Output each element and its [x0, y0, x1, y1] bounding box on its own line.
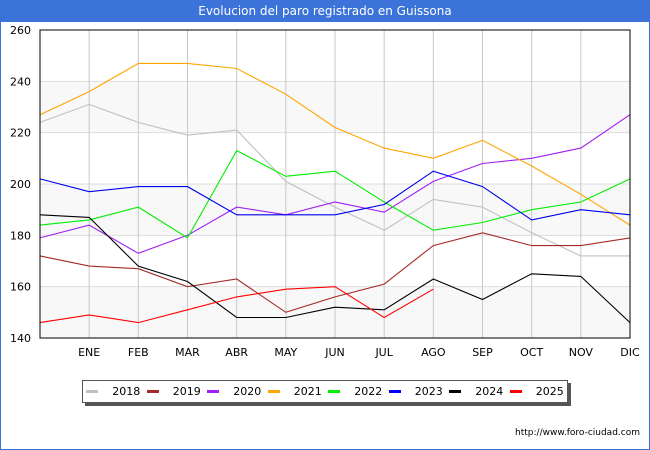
legend-item-2021: 2021	[267, 385, 322, 398]
y-tick-label: 200	[10, 178, 31, 191]
x-tick-label: JUL	[374, 346, 393, 359]
x-tick-label: ENE	[78, 346, 100, 359]
x-tick-label: FEB	[128, 346, 149, 359]
series-line-2025	[39, 286, 434, 324]
x-tick-label: MAR	[175, 346, 200, 359]
y-tick-label: 180	[10, 229, 31, 242]
legend-swatch	[146, 390, 159, 393]
y-axis-ticks: 140 160 180 200 220 240 260	[10, 24, 31, 345]
series-line-2018	[39, 103, 630, 257]
legend-swatch	[449, 390, 462, 393]
legend-swatch	[207, 390, 220, 393]
legend-item-2018: 2018	[86, 385, 140, 398]
legend-item-2024: 2024	[449, 385, 503, 398]
legend-label: 2021	[293, 385, 322, 398]
plot-area-border	[39, 29, 631, 339]
chart-title: Evolucion del paro registrado en Guisson…	[0, 0, 650, 22]
x-tick-label: ABR	[225, 346, 248, 359]
x-tick-label: DIC	[620, 346, 640, 359]
series-lines	[39, 62, 631, 324]
legend-swatch	[388, 390, 401, 393]
chart-legend: 2018 2019 2020 2021 2022 2023 2024 2025	[82, 380, 568, 403]
legend-item-2022: 2022	[328, 385, 382, 398]
legend-label: 2024	[475, 385, 504, 398]
legend-swatch	[267, 390, 280, 393]
x-axis-ticks: ENE FEB MAR ABR MAY JUN JUL AGO SEP OCT NOV DIC	[78, 346, 640, 359]
legend-label: 2022	[354, 385, 383, 398]
series-line-2022	[39, 149, 631, 239]
legend-item-2023: 2023	[388, 385, 443, 398]
legend-item-2019: 2019	[146, 385, 201, 398]
source-url: http://www.foro-ciudad.com	[515, 428, 640, 438]
legend-label: 2018	[112, 385, 141, 398]
x-tick-label: OCT	[520, 346, 543, 359]
series-line-2020	[39, 114, 631, 254]
legend-item-2025: 2025	[509, 385, 564, 398]
y-tick-label: 140	[10, 332, 31, 345]
y-tick-label: 260	[10, 24, 31, 37]
x-tick-label: SEP	[472, 346, 493, 359]
legend-swatch	[509, 390, 522, 393]
x-tick-label: AGO	[421, 346, 446, 359]
legend-label: 2023	[414, 385, 443, 398]
y-tick-label: 240	[10, 75, 31, 88]
x-tick-label: MAY	[274, 346, 297, 359]
y-tick-label: 160	[10, 281, 31, 294]
legend-label: 2020	[233, 385, 262, 398]
legend-label: 2019	[172, 385, 201, 398]
x-tick-label: JUN	[324, 346, 345, 359]
series-line-2024	[39, 214, 631, 324]
y-tick-label: 220	[10, 127, 31, 140]
legend-label: 2025	[535, 385, 564, 398]
legend-swatch	[86, 390, 99, 393]
legend-item-2020: 2020	[207, 385, 261, 398]
series-line-2019	[39, 232, 631, 313]
legend-swatch	[328, 390, 341, 393]
series-line-2023	[39, 170, 631, 221]
x-tick-label: NOV	[569, 346, 594, 359]
series-line-2021	[39, 62, 631, 226]
